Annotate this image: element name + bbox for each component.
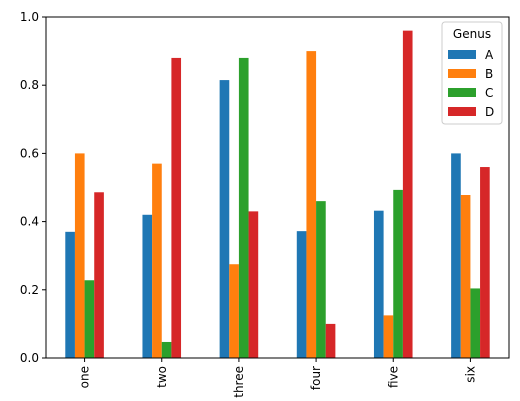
bar-d-one — [94, 192, 104, 358]
bar-b-four — [306, 51, 317, 358]
bar-a-five — [373, 210, 384, 358]
bar-a-four — [296, 231, 307, 358]
bar-b-five — [383, 315, 394, 358]
y-tick-label: 0.4 — [20, 215, 39, 229]
bar-c-four — [316, 201, 326, 358]
y-tick-label: 1.0 — [20, 10, 39, 24]
legend-label-d: D — [485, 105, 494, 119]
bar-d-two — [171, 57, 182, 359]
y-tick-label: 0.8 — [20, 78, 39, 92]
x-tick-label-six: six — [463, 366, 477, 383]
legend-label-a: A — [485, 48, 494, 62]
bar-c-five — [393, 189, 403, 358]
legend-swatch-d — [448, 107, 476, 116]
legend-label-c: C — [485, 86, 493, 100]
bar-d-five — [402, 30, 413, 358]
y-tick-label: 0.6 — [20, 146, 39, 160]
legend-title: Genus — [453, 27, 491, 41]
bar-a-two — [142, 214, 153, 358]
legend-label-b: B — [485, 67, 493, 81]
legend-swatch-a — [448, 50, 476, 59]
bar-d-six — [480, 167, 490, 358]
y-axis: 0.0 0.2 0.4 0.6 0.8 1.0 — [20, 10, 46, 365]
bar-b-two — [152, 163, 162, 358]
x-axis: one two three four five six — [78, 358, 477, 398]
bar-a-three — [219, 80, 230, 359]
bar-b-one — [74, 153, 85, 358]
x-tick-label-two: two — [155, 366, 169, 388]
bar-b-three — [229, 264, 239, 358]
bar-d-three — [248, 211, 259, 358]
bars-group — [65, 30, 490, 359]
bar-a-one — [65, 231, 75, 358]
x-tick-label-three: three — [232, 366, 246, 398]
bar-d-four — [325, 323, 336, 358]
x-tick-label-four: four — [309, 366, 323, 390]
legend-swatch-c — [448, 88, 476, 97]
bar-c-six — [470, 288, 481, 358]
bar-a-six — [451, 153, 461, 358]
bar-b-six — [460, 195, 471, 358]
y-tick-label: 0.2 — [20, 283, 39, 297]
x-tick-label-five: five — [386, 366, 400, 388]
legend-swatch-b — [448, 69, 476, 78]
y-tick-label: 0.0 — [20, 351, 39, 365]
bar-c-three — [238, 57, 249, 359]
x-tick-label-one: one — [78, 366, 92, 388]
plot-frame — [45, 16, 510, 359]
bar-c-two — [161, 341, 172, 358]
bar-c-one — [84, 280, 95, 358]
